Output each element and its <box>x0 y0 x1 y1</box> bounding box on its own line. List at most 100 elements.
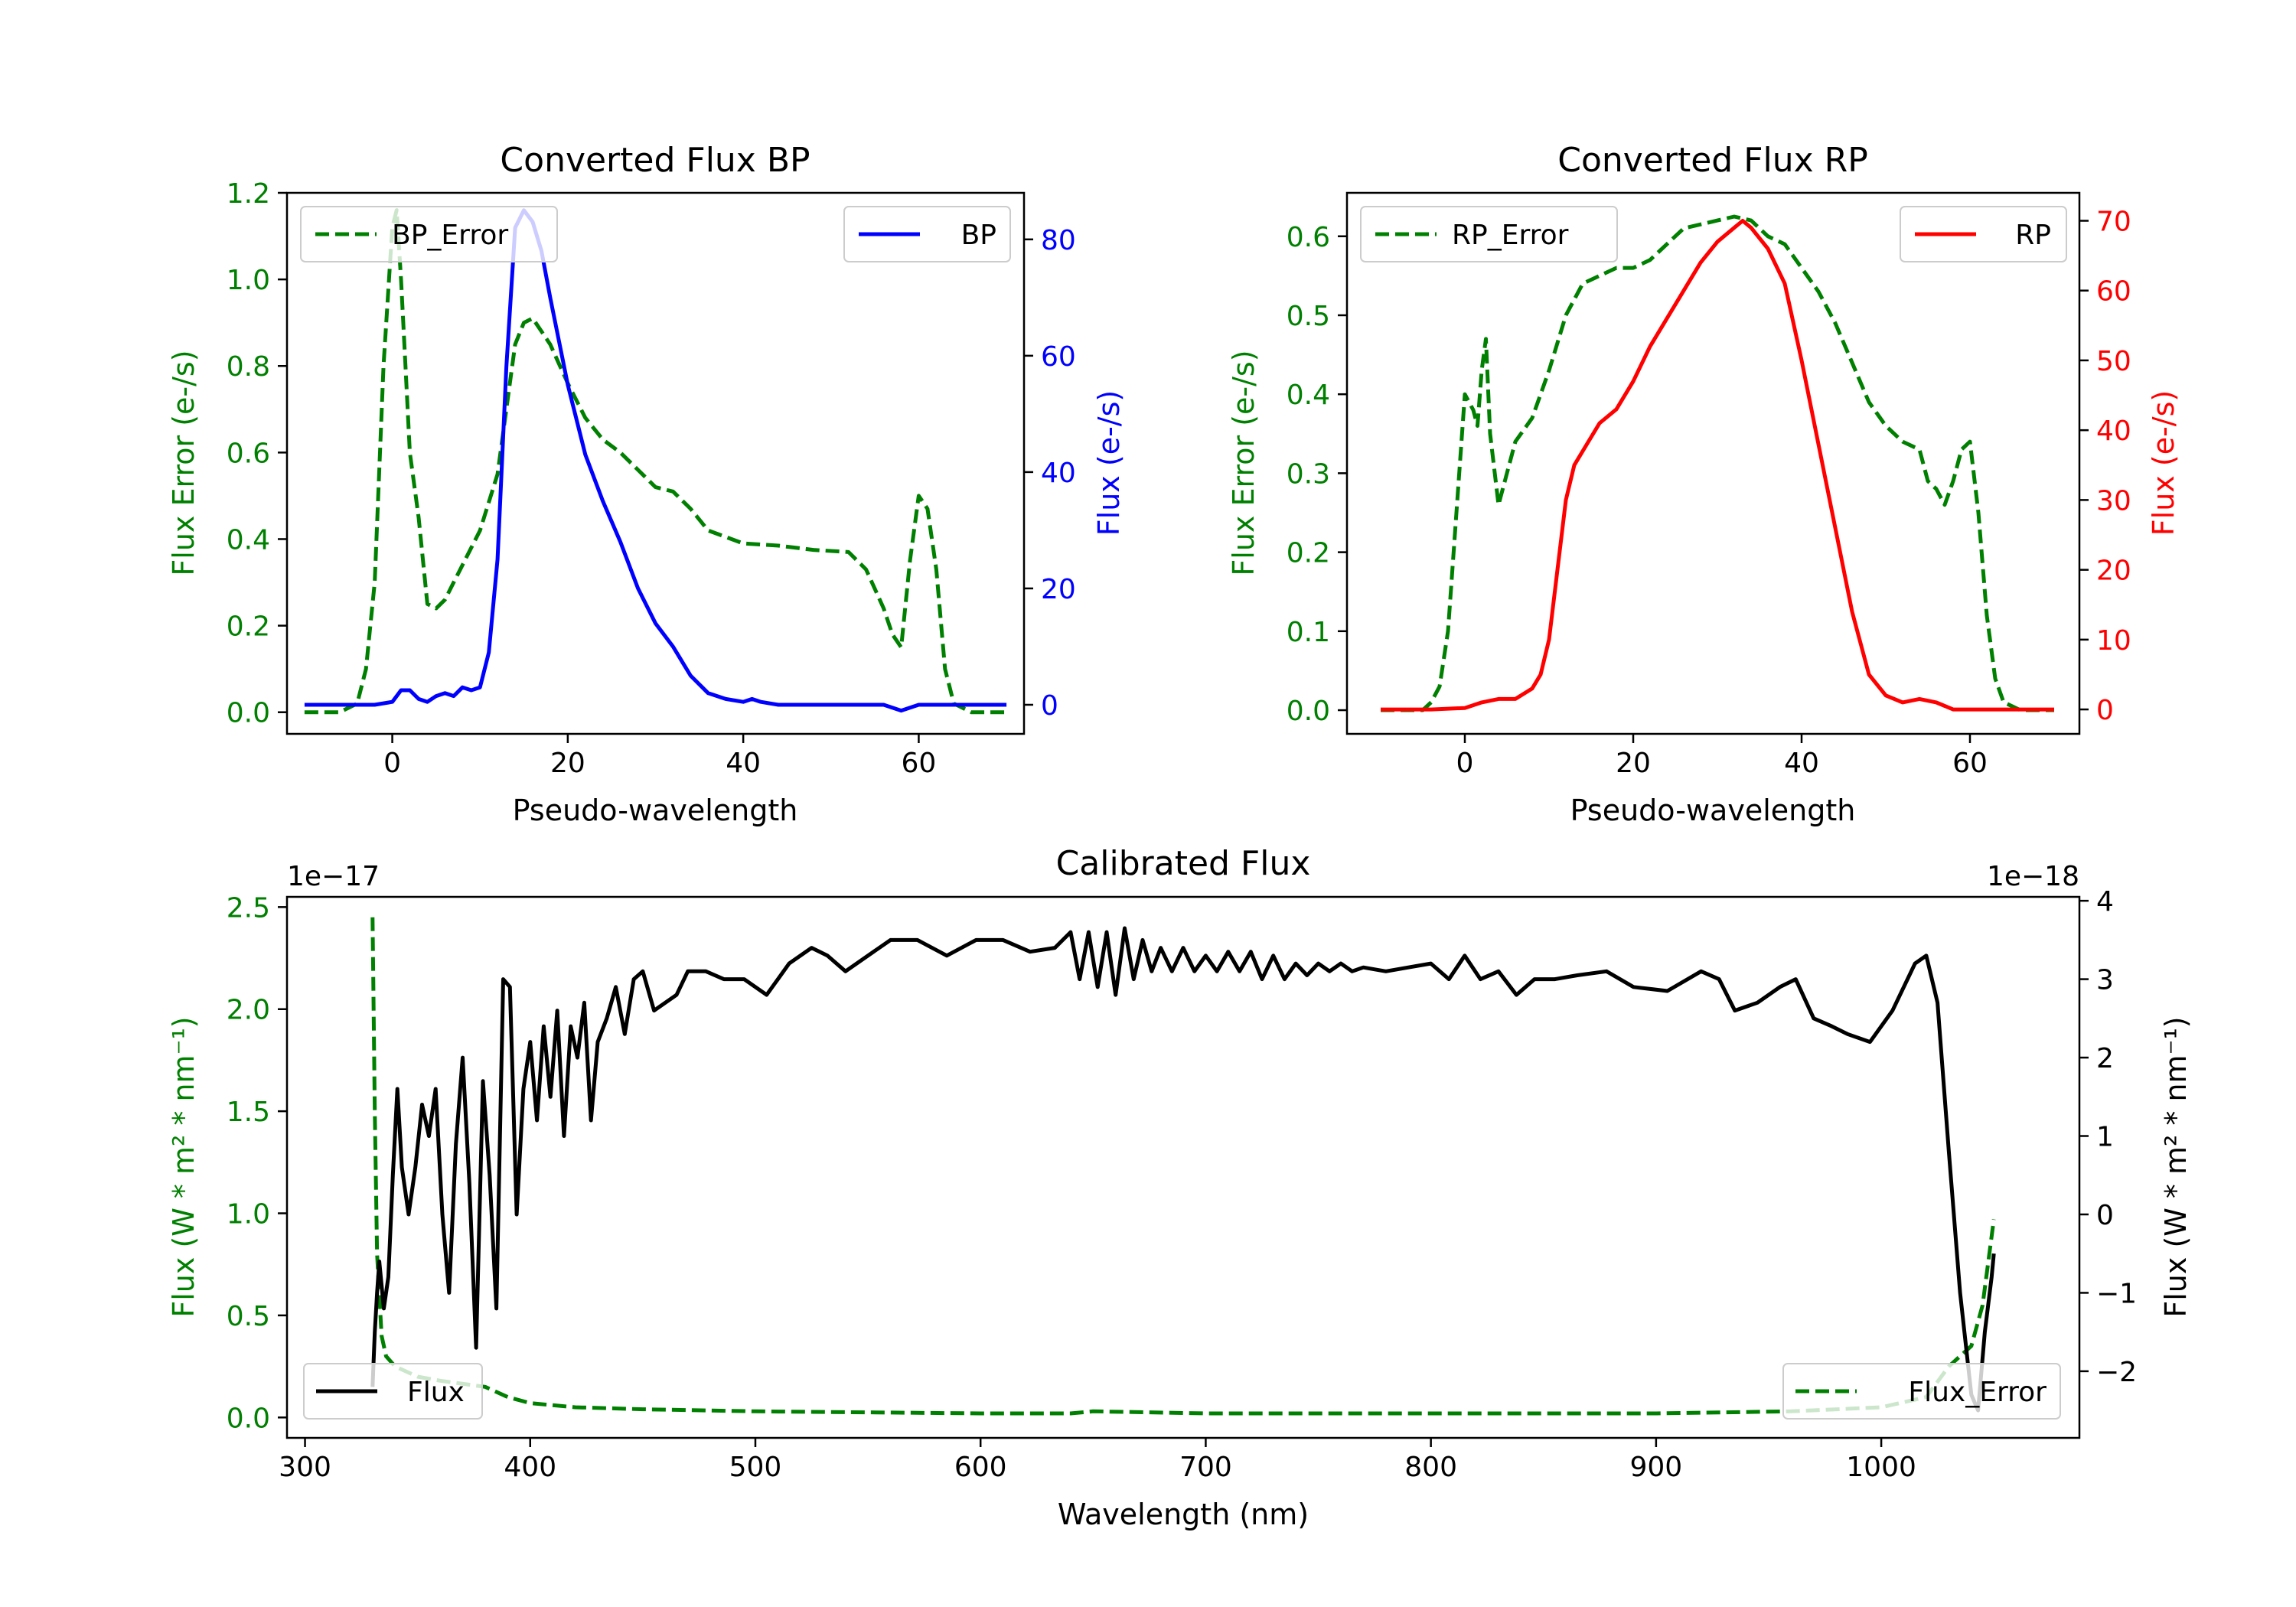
chart-rp-ylabel-left: Flux Error (e-/s) <box>1227 350 1261 575</box>
chart-rp-legend-right: RP <box>1900 206 2067 262</box>
chart-calibrated-legend-left: Flux <box>303 1363 483 1420</box>
chart-bp-legend-left-label: BP_Error <box>392 220 508 251</box>
chart-calibrated-series-layer <box>370 917 1996 1416</box>
chart-rp-ytick-right-label: 60 <box>2096 276 2131 308</box>
chart-bp-xtick-label: 60 <box>902 748 937 779</box>
chart-rp-xticks: 0 20 40 60 <box>1456 734 1988 779</box>
chart-bp-yticks-left: 0.0 0.2 0.4 0.6 0.8 1.0 1.2 <box>227 178 287 729</box>
chart-rp-ytick-right-label: 70 <box>2096 206 2131 237</box>
chart-calibrated-ytick-right-label: 2 <box>2096 1043 2114 1074</box>
chart-bp-ylabel-right: Flux (e-/s) <box>1092 390 1126 536</box>
chart-bp-xticks: 0 20 40 60 <box>383 734 936 779</box>
chart-calibrated-series-flux <box>370 926 1996 1413</box>
chart-calibrated-ytick-left-label: 0.0 <box>227 1403 270 1434</box>
chart-bp-series-bp <box>304 208 1007 713</box>
chart-bp-frame <box>285 191 1026 735</box>
chart-bp-ytick-right-label: 20 <box>1041 574 1076 605</box>
chart-bp-legend-left: BP_Error <box>300 206 558 262</box>
chart-calibrated-ytick-right-label: 3 <box>2096 965 2114 996</box>
chart-calibrated-xticks: 300 400 500 600 700 800 900 1000 <box>279 1438 1916 1483</box>
chart-rp-ytick-left-label: 0.0 <box>1287 696 1330 727</box>
chart-calibrated-legend-right: Flux_Error <box>1782 1363 2061 1420</box>
chart-rp: Converted Flux RP 0 20 40 60 0.00.10.20.30.… <box>1227 141 2180 827</box>
chart-calibrated-title: Calibrated Flux <box>1056 844 1311 883</box>
chart-rp-ytick-left-label: 0.1 <box>1287 617 1330 648</box>
chart-calibrated-xtick-label: 400 <box>504 1452 556 1483</box>
chart-bp-xlabel: Pseudo-wavelength <box>513 794 798 827</box>
chart-calibrated-ytick-right-label: 1 <box>2096 1122 2114 1153</box>
chart-rp-xtick-label: 20 <box>1616 748 1651 779</box>
chart-rp-ytick-right-label: 20 <box>2096 556 2131 587</box>
chart-rp-series-layer <box>1381 214 2054 712</box>
chart-bp-legend-right: BP <box>843 206 1011 262</box>
chart-rp-ytick-left-label: 0.5 <box>1287 301 1330 332</box>
chart-calibrated-ylabel-left: Flux (W * m² * nm⁻¹) <box>167 1016 201 1317</box>
chart-rp-ytick-left-label: 0.6 <box>1287 222 1330 253</box>
chart-calibrated-xtick-label: 300 <box>279 1452 331 1483</box>
chart-bp-ylabel-left: Flux Error (e-/s) <box>167 350 201 575</box>
chart-bp-ytick-left-label: 0.8 <box>227 351 270 383</box>
chart-rp-ytick-right-label: 10 <box>2096 625 2131 657</box>
chart-rp-legend-right-label: RP <box>2015 220 2051 251</box>
chart-calibrated-ytick-left-label: 0.5 <box>227 1301 270 1332</box>
chart-calibrated-xlabel: Wavelength (nm) <box>1058 1498 1309 1531</box>
chart-bp-ytick-left-label: 1.0 <box>227 265 270 296</box>
chart-calibrated-xtick-label: 500 <box>729 1452 782 1483</box>
chart-calibrated-legend-left-label: Flux <box>407 1377 465 1408</box>
chart-calibrated-xtick-label: 1000 <box>1846 1452 1916 1483</box>
chart-bp-legend-right-label: BP <box>961 220 996 251</box>
chart-bp-ytick-right-label: 40 <box>1041 458 1076 489</box>
chart-calibrated-offset-right: 1e−18 <box>1987 861 2079 892</box>
chart-rp-ytick-left-label: 0.4 <box>1287 380 1330 411</box>
chart-rp-series-rp_error <box>1381 214 2054 712</box>
chart-bp-ytick-left-label: 0.4 <box>227 524 270 556</box>
chart-rp-xlabel: Pseudo-wavelength <box>1570 794 1856 827</box>
chart-rp-ylabel-right: Flux (e-/s) <box>2147 390 2180 536</box>
chart-rp-xtick-label: 0 <box>1456 748 1474 779</box>
chart-bp-ytick-right-label: 60 <box>1041 341 1076 373</box>
chart-calibrated-ytick-right-label: 4 <box>2096 886 2114 918</box>
chart-rp-ytick-right-label: 0 <box>2096 695 2114 726</box>
chart-calibrated-ytick-left-label: 1.5 <box>227 1097 270 1128</box>
chart-rp-title: Converted Flux RP <box>1557 141 1868 180</box>
chart-bp-ytick-right-label: 0 <box>1041 690 1058 722</box>
chart-calibrated-offset-left: 1e−17 <box>287 861 380 892</box>
chart-calibrated-xtick-label: 800 <box>1404 1452 1457 1483</box>
chart-bp-title: Converted Flux BP <box>500 141 810 180</box>
chart-bp-ytick-left-label: 1.2 <box>227 178 270 210</box>
chart-rp-ytick-right-label: 40 <box>2096 416 2131 447</box>
chart-rp-yticks-right: 0 10 20 30 40 50 60 70 <box>2079 206 2131 726</box>
chart-calibrated-ytick-left-label: 1.0 <box>227 1199 270 1231</box>
chart-calibrated-ylabel-right: Flux (W * m² * nm⁻¹) <box>2159 1016 2193 1317</box>
chart-rp-ytick-left-label: 0.2 <box>1287 538 1330 569</box>
chart-bp-ytick-left-label: 0.2 <box>227 611 270 643</box>
chart-rp-xtick-label: 40 <box>1784 748 1819 779</box>
chart-calibrated-ytick-right-label: −2 <box>2096 1357 2137 1388</box>
chart-calibrated-yticks-right: −2 −1 0 1 2 3 4 <box>2079 886 2137 1388</box>
chart-rp-yticks-left: 0.0 0.1 0.2 0.3 0.4 0.5 0.6 <box>1287 222 1347 727</box>
chart-calibrated-ytick-left-label: 2.0 <box>227 995 270 1026</box>
chart-bp-xtick-label: 40 <box>726 748 761 779</box>
chart-calibrated-xtick-label: 900 <box>1630 1452 1683 1483</box>
chart-rp-legend-left-label: RP_Error <box>1452 220 1569 251</box>
chart-bp-yticks-right: 0 20 40 60 80 <box>1024 225 1076 722</box>
chart-calibrated-yticks-left: 0.0 0.5 1.0 1.5 2.0 2.5 <box>227 892 287 1434</box>
chart-bp-series-layer <box>304 208 1007 715</box>
chart-calibrated-frame <box>285 895 2081 1439</box>
chart-rp-series-rp <box>1381 219 2054 712</box>
chart-rp-ytick-right-label: 30 <box>2096 485 2131 517</box>
chart-calibrated-legend-right-label: Flux_Error <box>1908 1377 2047 1408</box>
chart-calibrated-ytick-right-label: −1 <box>2096 1278 2137 1309</box>
chart-bp-xtick-label: 20 <box>550 748 585 779</box>
chart-rp-frame <box>1345 191 2081 735</box>
chart-calibrated-xtick-label: 600 <box>954 1452 1007 1483</box>
chart-calibrated-xtick-label: 700 <box>1179 1452 1232 1483</box>
chart-bp-ytick-left-label: 0.6 <box>227 438 270 469</box>
chart-bp-ytick-right-label: 80 <box>1041 225 1076 256</box>
chart-rp-ytick-right-label: 50 <box>2096 346 2131 377</box>
chart-rp-ytick-left-label: 0.3 <box>1287 458 1330 490</box>
chart-rp-xtick-label: 60 <box>1952 748 1988 779</box>
chart-calibrated-ytick-left-label: 2.5 <box>227 892 270 924</box>
chart-calibrated: Calibrated Flux 1e−17 1e−18 300 400 500 600… <box>167 844 2193 1531</box>
